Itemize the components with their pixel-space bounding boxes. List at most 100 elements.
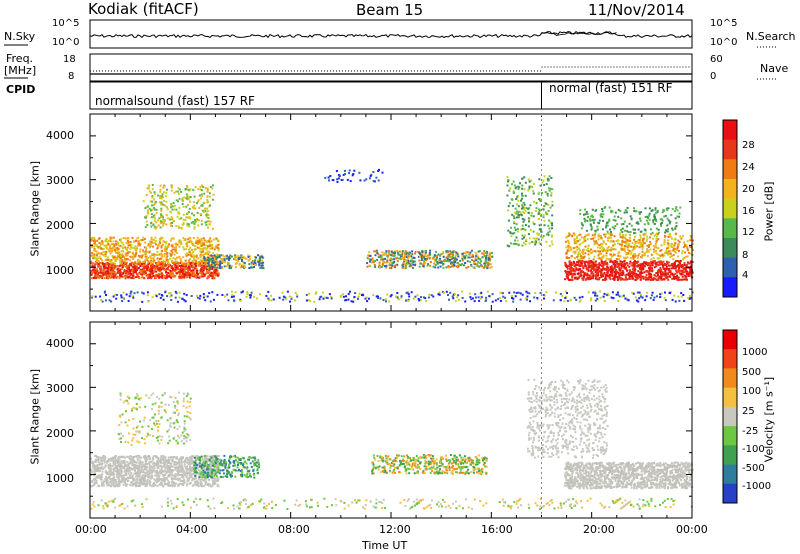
power-cell xyxy=(281,291,284,294)
power-cell xyxy=(614,273,617,276)
power-cell xyxy=(629,277,632,280)
power-cell xyxy=(270,294,272,297)
power-cell xyxy=(610,296,613,299)
power-cell xyxy=(343,299,346,302)
power-cell xyxy=(93,271,96,273)
power-cell xyxy=(136,273,138,276)
power-cell xyxy=(174,290,177,293)
power-cell xyxy=(382,261,385,264)
power-cell xyxy=(513,232,516,234)
power-cell xyxy=(536,298,539,301)
power-cell xyxy=(658,277,661,279)
velocity-cell xyxy=(188,465,191,468)
power-cell xyxy=(208,238,211,241)
power-cell xyxy=(164,204,167,207)
power-cell xyxy=(421,253,424,256)
power-cell xyxy=(184,300,187,303)
power-cell xyxy=(599,272,602,275)
power-cell xyxy=(624,234,627,237)
power-cell xyxy=(617,271,620,274)
power-cell xyxy=(462,264,465,267)
power-cell xyxy=(181,199,184,202)
power-cell xyxy=(644,207,647,210)
power-cell xyxy=(97,273,99,276)
power-cell xyxy=(136,291,139,294)
power-cell xyxy=(597,233,600,236)
power-cell xyxy=(625,251,628,254)
power-cell xyxy=(525,290,528,293)
power-cell xyxy=(634,242,637,244)
power-cell xyxy=(145,274,148,277)
power-cell xyxy=(651,231,654,234)
power-cell xyxy=(572,268,575,271)
power-cell xyxy=(177,264,180,267)
power-cell xyxy=(586,219,589,222)
power-cell xyxy=(612,253,615,256)
power-cell xyxy=(580,274,583,277)
velocity-cell xyxy=(204,463,207,466)
power-cell xyxy=(607,232,609,235)
power-cell xyxy=(111,261,114,264)
power-cell xyxy=(209,300,212,303)
power-cell xyxy=(243,264,246,267)
power-cell xyxy=(116,264,119,267)
power-cell xyxy=(626,207,629,209)
power-cell xyxy=(154,219,157,222)
power-cell xyxy=(674,227,677,230)
power-cell xyxy=(600,275,603,278)
power-cell xyxy=(647,277,650,280)
power-cell xyxy=(663,215,666,218)
power-cell xyxy=(650,260,653,263)
power-cell xyxy=(185,216,188,219)
power-cell xyxy=(368,177,371,180)
power-cell xyxy=(237,254,240,257)
power-cell xyxy=(601,265,604,267)
power-cell xyxy=(590,251,593,254)
power-cell xyxy=(605,226,608,229)
power-cell xyxy=(388,262,391,265)
power-cell xyxy=(667,228,669,230)
power-cell xyxy=(146,224,149,226)
power-cell xyxy=(172,275,175,278)
power-cell xyxy=(147,300,150,303)
power-cell xyxy=(116,247,119,249)
power-cell xyxy=(590,224,592,227)
power-cell xyxy=(589,218,592,221)
power-cell xyxy=(428,252,431,254)
power-cell xyxy=(582,274,585,277)
power-cell xyxy=(507,219,510,222)
power-cell xyxy=(216,274,219,277)
power-cell xyxy=(187,265,190,268)
power-cell xyxy=(610,270,613,273)
power-cell xyxy=(150,216,153,219)
power-cell xyxy=(144,255,147,258)
power-cell xyxy=(202,296,205,299)
power-cell xyxy=(507,205,510,208)
power-cell xyxy=(413,257,416,259)
power-cell xyxy=(105,273,108,276)
power-cell xyxy=(195,255,198,258)
power-cell xyxy=(189,241,192,244)
power-cell xyxy=(398,250,401,253)
power-cell xyxy=(666,209,669,211)
power-cell xyxy=(159,220,162,223)
power-cell xyxy=(194,245,197,248)
power-cell xyxy=(631,274,634,277)
power-cell xyxy=(353,296,356,298)
power-cell xyxy=(208,292,211,295)
power-cell xyxy=(691,271,694,274)
cbar-tick: 500 xyxy=(742,367,762,378)
power-cell xyxy=(192,261,195,264)
power-cell xyxy=(548,230,551,233)
power-cell xyxy=(604,233,607,236)
power-cell xyxy=(112,265,115,268)
power-cell xyxy=(146,269,148,272)
power-cell xyxy=(510,294,513,297)
power-cell xyxy=(206,190,209,193)
power-cell xyxy=(203,192,206,195)
power-cell xyxy=(174,204,177,207)
power-cell xyxy=(680,295,683,298)
power-cell xyxy=(153,267,156,269)
power-cell xyxy=(139,255,142,258)
power-cell xyxy=(159,188,162,191)
